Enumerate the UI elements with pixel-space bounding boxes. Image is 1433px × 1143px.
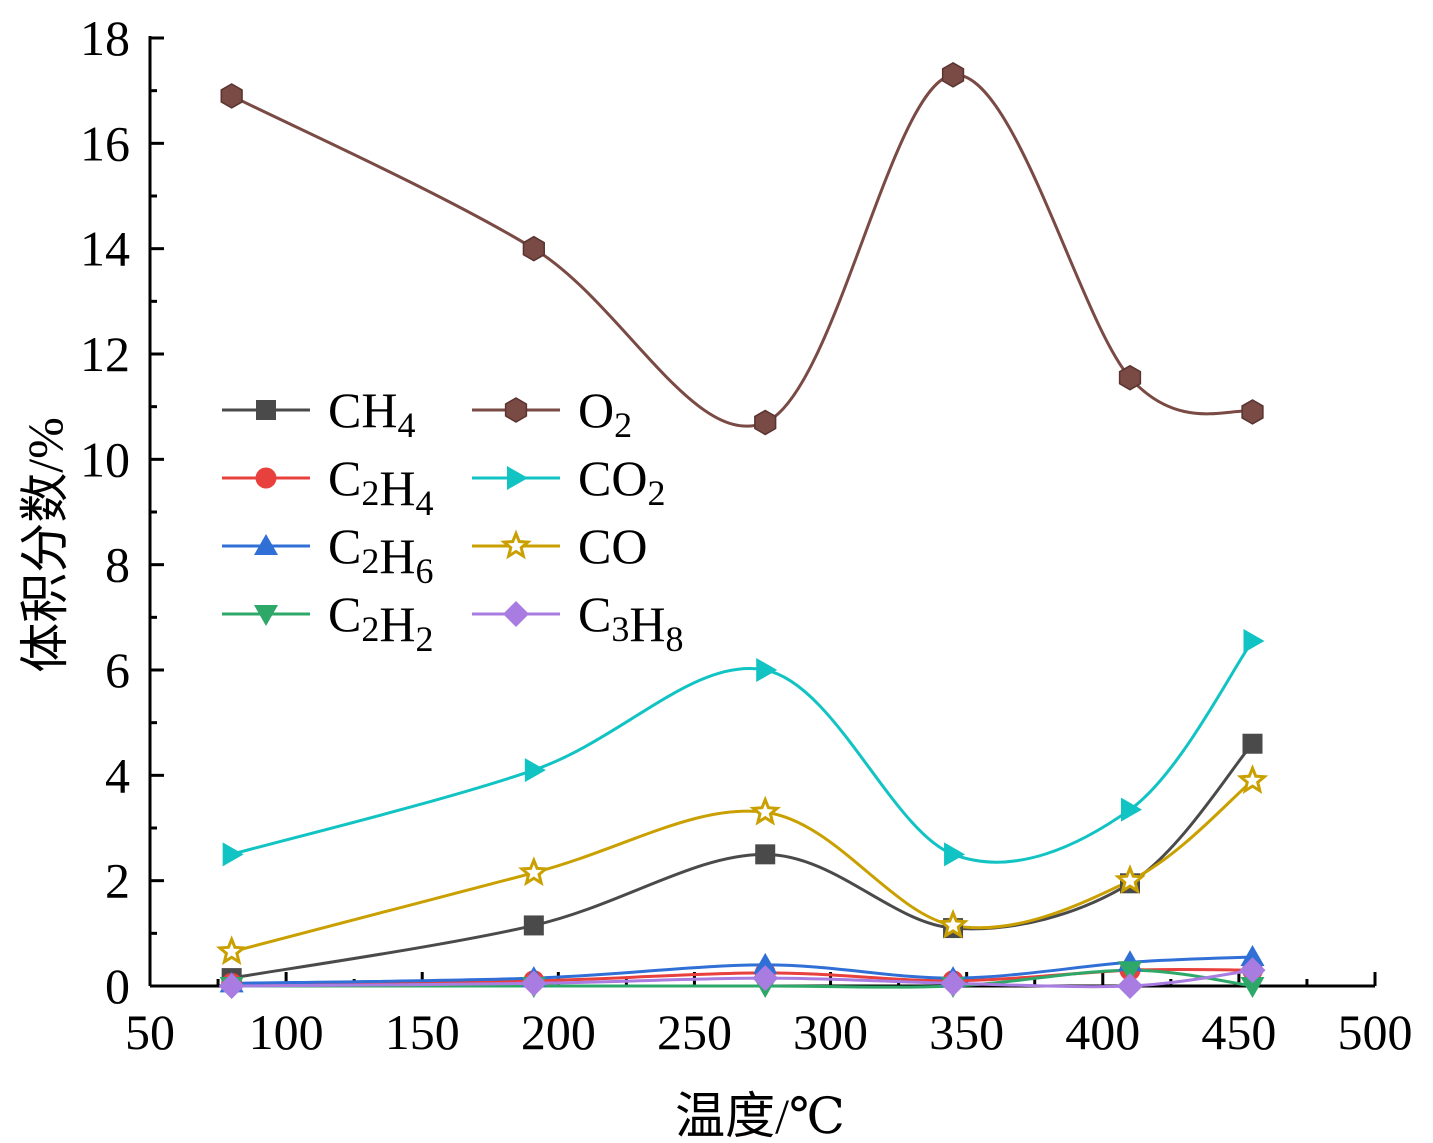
y-tick-label: 0 xyxy=(105,958,130,1014)
data-point-c2h2 xyxy=(1240,977,1265,998)
legend-item-c2h4: C2H4 xyxy=(222,450,433,523)
x-tick-label: 200 xyxy=(521,1004,596,1060)
data-point-ch4 xyxy=(755,844,776,865)
data-point-co2 xyxy=(1121,797,1142,822)
legend-label: CO xyxy=(578,518,647,574)
legend-label: C2H4 xyxy=(328,450,433,523)
legend-label: CH4 xyxy=(328,382,415,445)
legend-marker xyxy=(256,400,276,420)
x-tick-label: 300 xyxy=(793,1004,868,1060)
x-axis-label: 温度/℃ xyxy=(675,1088,845,1143)
legend-item-c3h8: C3H8 xyxy=(472,586,683,659)
y-tick-label: 18 xyxy=(80,10,130,66)
data-point-co2 xyxy=(756,658,778,682)
data-point-c2h6 xyxy=(1240,945,1265,967)
legend-label: C2H6 xyxy=(328,518,433,591)
y-tick-label: 8 xyxy=(105,537,130,593)
data-point-c2h2 xyxy=(1118,961,1142,983)
data-point-o2 xyxy=(754,409,777,436)
data-point-co xyxy=(1114,864,1146,895)
x-tick-label: 500 xyxy=(1338,1004,1413,1060)
legend-label: O2 xyxy=(578,382,632,445)
data-point-co2 xyxy=(944,842,966,867)
data-point-c3h8 xyxy=(1117,973,1143,999)
data-point-o2 xyxy=(1241,399,1264,425)
legend-marker xyxy=(507,466,528,490)
data-point-o2 xyxy=(522,235,545,262)
data-point-ch4 xyxy=(1242,733,1263,754)
series-line-co2 xyxy=(231,640,1254,864)
data-point-c3h8 xyxy=(1239,957,1266,984)
data-point-co2 xyxy=(524,758,546,783)
data-point-co xyxy=(518,856,550,887)
data-point-c3h8 xyxy=(752,965,779,992)
y-tick-label: 2 xyxy=(105,853,130,909)
legend-marker xyxy=(254,605,278,626)
series-line-ch4 xyxy=(231,742,1254,980)
y-tick-label: 10 xyxy=(80,431,130,487)
legend-item-ch4: CH4 xyxy=(222,382,415,445)
y-axis-label: 体积分数/% xyxy=(17,417,73,673)
legend-item-co: CO xyxy=(472,518,647,574)
y-tick-label: 4 xyxy=(105,747,130,803)
legend-marker xyxy=(500,529,532,560)
legend-item-co2: CO2 xyxy=(472,450,665,513)
legend-label: CO2 xyxy=(578,450,665,513)
legend-item-c2h6: C2H6 xyxy=(222,518,433,591)
data-point-co xyxy=(215,935,248,966)
data-point-c3h8 xyxy=(940,970,967,997)
data-point-ch4 xyxy=(523,915,544,936)
series-line-o2 xyxy=(230,73,1253,428)
legend-marker xyxy=(503,601,529,627)
data-point-o2 xyxy=(941,62,965,88)
data-point-co2 xyxy=(1243,629,1265,654)
y-tick-label: 6 xyxy=(105,642,130,698)
x-tick-label: 350 xyxy=(929,1004,1004,1060)
x-tick-label: 250 xyxy=(657,1004,732,1060)
legend-item-o2: O2 xyxy=(472,382,632,445)
data-point-c2h6 xyxy=(753,952,778,974)
legend-label: C3H8 xyxy=(578,586,683,659)
data-point-co2 xyxy=(222,842,244,867)
data-point-c3h8 xyxy=(218,973,245,999)
x-tick-label: 400 xyxy=(1065,1004,1140,1060)
legend-marker xyxy=(255,467,277,489)
data-point-co xyxy=(1236,764,1269,794)
series-markers xyxy=(215,62,1269,999)
x-tick-label: 100 xyxy=(249,1004,324,1060)
data-point-c3h8 xyxy=(520,970,547,997)
axes: 0 2 4 6 8 10 12 14 16 18 50 100 150 200 250 300 350 400 45… xyxy=(80,10,1413,1060)
series-line-co xyxy=(231,779,1254,954)
data-point-co xyxy=(749,795,781,826)
x-tick-label: 450 xyxy=(1201,1004,1276,1060)
x-tick-label: 50 xyxy=(125,1004,175,1060)
data-point-o2 xyxy=(1118,364,1142,391)
data-point-o2 xyxy=(220,83,243,109)
legend-item-c2h2: C2H2 xyxy=(222,586,433,659)
x-tick-label: 150 xyxy=(385,1004,460,1060)
y-tick-label: 14 xyxy=(80,221,130,277)
y-tick-label: 16 xyxy=(80,115,130,171)
legend-label: C2H2 xyxy=(328,586,433,659)
legend-marker xyxy=(254,534,278,555)
data-point-co xyxy=(937,908,969,939)
legend-marker xyxy=(504,397,528,423)
y-tick-label: 12 xyxy=(80,326,130,382)
